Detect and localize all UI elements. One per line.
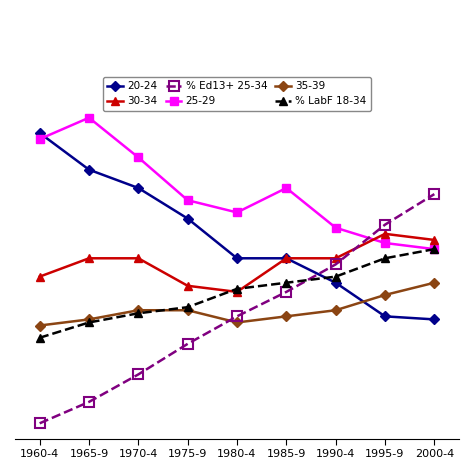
% Ed13+ 25-34 (136, 372, 141, 377)
30-34 (37, 274, 43, 280)
35-39 (382, 292, 388, 298)
% Ed13+ 25-34 (382, 222, 388, 228)
30-34 (185, 283, 191, 289)
25-29 (86, 115, 92, 120)
Line: 20-24: 20-24 (36, 129, 438, 323)
30-34 (283, 255, 289, 261)
35-39 (283, 313, 289, 319)
35-39 (37, 323, 43, 328)
30-34 (382, 231, 388, 237)
20-24 (283, 255, 289, 261)
35-39 (431, 280, 437, 285)
% Ed13+ 25-34 (283, 289, 289, 295)
Line: 35-39: 35-39 (36, 279, 438, 329)
% Ed13+ 25-34 (234, 313, 240, 319)
20-24 (37, 130, 43, 136)
Line: % LabF 18-34: % LabF 18-34 (36, 245, 438, 342)
20-24 (136, 185, 141, 191)
35-39 (185, 308, 191, 313)
20-24 (431, 317, 437, 322)
35-39 (333, 308, 338, 313)
% Ed13+ 25-34 (431, 191, 437, 197)
20-24 (333, 280, 338, 285)
35-39 (86, 317, 92, 322)
% LabF 18-34 (382, 255, 388, 261)
% LabF 18-34 (333, 274, 338, 280)
% LabF 18-34 (136, 310, 141, 316)
Legend: 20-24, 30-34, % Ed13+ 25-34, 25-29, 35-39, % LabF 18-34: 20-24, 30-34, % Ed13+ 25-34, 25-29, 35-3… (103, 77, 371, 110)
% LabF 18-34 (431, 246, 437, 252)
Line: 30-34: 30-34 (36, 230, 438, 296)
30-34 (86, 255, 92, 261)
% LabF 18-34 (37, 335, 43, 341)
35-39 (136, 308, 141, 313)
30-34 (136, 255, 141, 261)
20-24 (86, 167, 92, 173)
20-24 (185, 216, 191, 221)
25-29 (382, 240, 388, 246)
30-34 (234, 289, 240, 295)
20-24 (382, 313, 388, 319)
% Ed13+ 25-34 (37, 420, 43, 426)
Line: 25-29: 25-29 (36, 114, 438, 253)
% LabF 18-34 (234, 286, 240, 292)
% Ed13+ 25-34 (86, 399, 92, 405)
% LabF 18-34 (283, 280, 289, 285)
25-29 (136, 155, 141, 160)
20-24 (234, 255, 240, 261)
25-29 (283, 185, 289, 191)
30-34 (333, 255, 338, 261)
25-29 (333, 225, 338, 230)
Line: % Ed13+ 25-34: % Ed13+ 25-34 (35, 189, 439, 428)
25-29 (234, 210, 240, 215)
25-29 (431, 246, 437, 252)
% LabF 18-34 (185, 304, 191, 310)
25-29 (185, 197, 191, 203)
% Ed13+ 25-34 (333, 262, 338, 267)
% Ed13+ 25-34 (185, 341, 191, 346)
30-34 (431, 237, 437, 243)
% LabF 18-34 (86, 319, 92, 325)
25-29 (37, 136, 43, 142)
35-39 (234, 319, 240, 325)
